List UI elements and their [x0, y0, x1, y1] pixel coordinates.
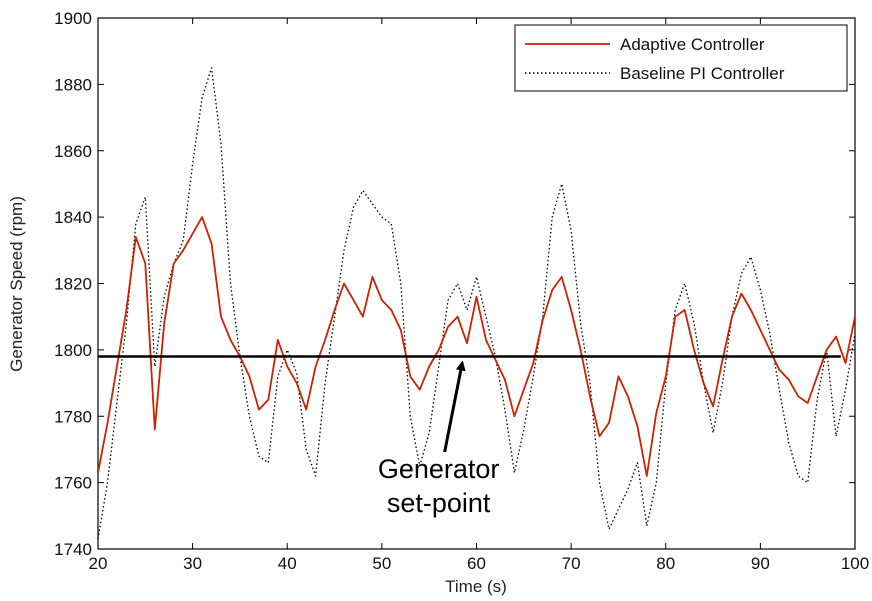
legend: Adaptive Controller Baseline PI Controll… [514, 24, 848, 92]
y-tick-label: 1860 [54, 142, 92, 161]
x-tick-label: 40 [278, 554, 297, 573]
x-tick-label: 20 [89, 554, 108, 573]
x-tick-label: 100 [841, 554, 869, 573]
legend-label-adaptive: Adaptive Controller [620, 35, 765, 54]
x-tick-label: 50 [372, 554, 391, 573]
x-tick-label: 90 [751, 554, 770, 573]
annotation-line-2: set-point [387, 488, 491, 518]
y-tick-label: 1780 [54, 407, 92, 426]
y-tick-label: 1820 [54, 275, 92, 294]
y-tick-label: 1800 [54, 341, 92, 360]
series-baseline-line [98, 67, 855, 540]
series-adaptive-line [98, 216, 855, 477]
x-tick-label: 60 [467, 554, 486, 573]
setpoint-arrow [443, 360, 466, 453]
y-tick-label: 1740 [54, 540, 92, 559]
y-tick-labels: 1740 1760 1780 1800 1820 1840 1860 1880 1900 [54, 9, 92, 559]
y-tick-label: 1880 [54, 75, 92, 94]
annotation-line-1: Generator [378, 454, 500, 484]
series-layer [98, 67, 855, 540]
x-tick-label: 30 [183, 554, 202, 573]
x-tick-label: 70 [562, 554, 581, 573]
y-tick-label: 1760 [54, 474, 92, 493]
x-tick-labels: 20 30 40 50 60 70 80 90 100 [89, 554, 870, 573]
y-tick-label: 1840 [54, 208, 92, 227]
plot-frame [97, 17, 856, 550]
y-tick-label: 1900 [54, 9, 92, 28]
y-axis-label: Generator Speed (rpm) [7, 196, 26, 372]
axis-ticks [97, 17, 856, 550]
legend-box [514, 24, 848, 92]
legend-label-baseline: Baseline PI Controller [620, 64, 785, 83]
x-axis-label: Time (s) [445, 577, 507, 596]
x-tick-label: 80 [656, 554, 675, 573]
